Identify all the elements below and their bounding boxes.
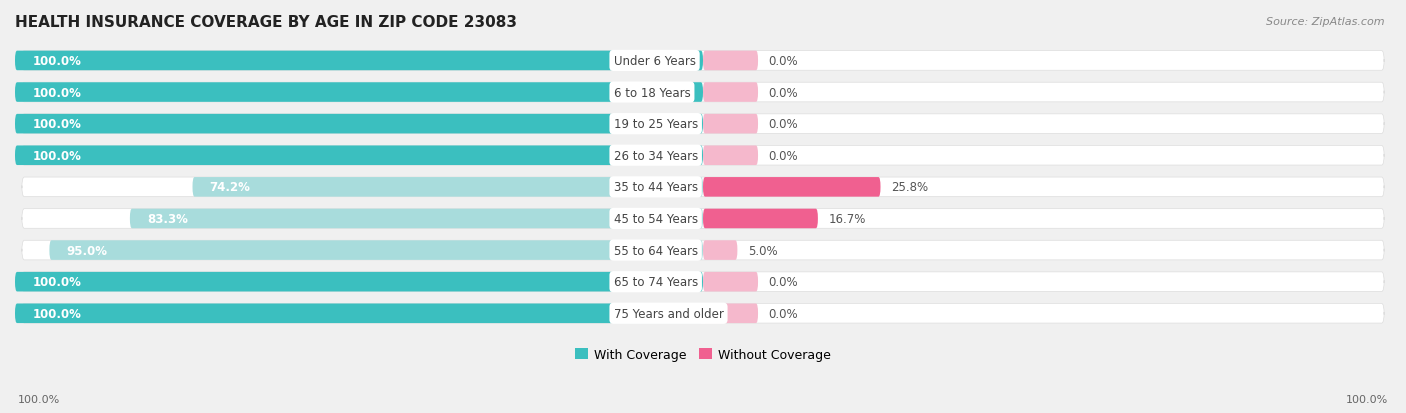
Text: 0.0%: 0.0%: [768, 150, 799, 162]
FancyBboxPatch shape: [703, 272, 758, 292]
Text: 0.0%: 0.0%: [768, 118, 799, 131]
Text: 100.0%: 100.0%: [32, 275, 82, 288]
FancyBboxPatch shape: [22, 52, 1384, 71]
Text: 83.3%: 83.3%: [148, 212, 188, 225]
Text: 45 to 54 Years: 45 to 54 Years: [613, 212, 697, 225]
Text: 0.0%: 0.0%: [768, 86, 799, 99]
FancyBboxPatch shape: [22, 241, 1384, 260]
FancyBboxPatch shape: [22, 114, 1384, 134]
FancyBboxPatch shape: [15, 146, 703, 166]
FancyBboxPatch shape: [15, 52, 703, 71]
FancyBboxPatch shape: [703, 52, 758, 71]
FancyBboxPatch shape: [15, 83, 703, 102]
FancyBboxPatch shape: [15, 272, 703, 292]
Text: 75 Years and older: 75 Years and older: [613, 307, 724, 320]
Text: 100.0%: 100.0%: [32, 150, 82, 162]
FancyBboxPatch shape: [703, 304, 758, 323]
FancyBboxPatch shape: [22, 272, 1384, 292]
FancyBboxPatch shape: [15, 304, 703, 323]
FancyBboxPatch shape: [22, 209, 1384, 229]
FancyBboxPatch shape: [15, 114, 703, 134]
FancyBboxPatch shape: [22, 83, 1384, 102]
FancyBboxPatch shape: [703, 241, 737, 260]
Text: 100.0%: 100.0%: [32, 86, 82, 99]
Text: 35 to 44 Years: 35 to 44 Years: [613, 181, 697, 194]
Text: 95.0%: 95.0%: [66, 244, 108, 257]
Text: 100.0%: 100.0%: [18, 394, 60, 404]
Text: 100.0%: 100.0%: [1346, 394, 1388, 404]
Text: 0.0%: 0.0%: [768, 55, 799, 68]
FancyBboxPatch shape: [22, 146, 1384, 166]
Text: 65 to 74 Years: 65 to 74 Years: [613, 275, 697, 288]
FancyBboxPatch shape: [49, 241, 703, 260]
Text: 6 to 18 Years: 6 to 18 Years: [613, 86, 690, 99]
Text: 0.0%: 0.0%: [768, 307, 799, 320]
Text: 55 to 64 Years: 55 to 64 Years: [613, 244, 697, 257]
Text: 16.7%: 16.7%: [828, 212, 866, 225]
Legend: With Coverage, Without Coverage: With Coverage, Without Coverage: [571, 343, 835, 366]
FancyBboxPatch shape: [703, 83, 758, 102]
Text: 25.8%: 25.8%: [891, 181, 928, 194]
Text: HEALTH INSURANCE COVERAGE BY AGE IN ZIP CODE 23083: HEALTH INSURANCE COVERAGE BY AGE IN ZIP …: [15, 15, 517, 30]
Text: 100.0%: 100.0%: [32, 307, 82, 320]
FancyBboxPatch shape: [22, 304, 1384, 323]
Text: 26 to 34 Years: 26 to 34 Years: [613, 150, 697, 162]
Text: Source: ZipAtlas.com: Source: ZipAtlas.com: [1267, 17, 1385, 26]
Text: 19 to 25 Years: 19 to 25 Years: [613, 118, 697, 131]
FancyBboxPatch shape: [129, 209, 703, 229]
Text: 0.0%: 0.0%: [768, 275, 799, 288]
Text: 5.0%: 5.0%: [748, 244, 778, 257]
FancyBboxPatch shape: [22, 178, 1384, 197]
FancyBboxPatch shape: [703, 209, 818, 229]
Text: 100.0%: 100.0%: [32, 118, 82, 131]
Text: Under 6 Years: Under 6 Years: [613, 55, 696, 68]
FancyBboxPatch shape: [703, 146, 758, 166]
Text: 74.2%: 74.2%: [209, 181, 250, 194]
FancyBboxPatch shape: [193, 178, 703, 197]
Text: 100.0%: 100.0%: [32, 55, 82, 68]
FancyBboxPatch shape: [703, 114, 758, 134]
FancyBboxPatch shape: [703, 178, 880, 197]
